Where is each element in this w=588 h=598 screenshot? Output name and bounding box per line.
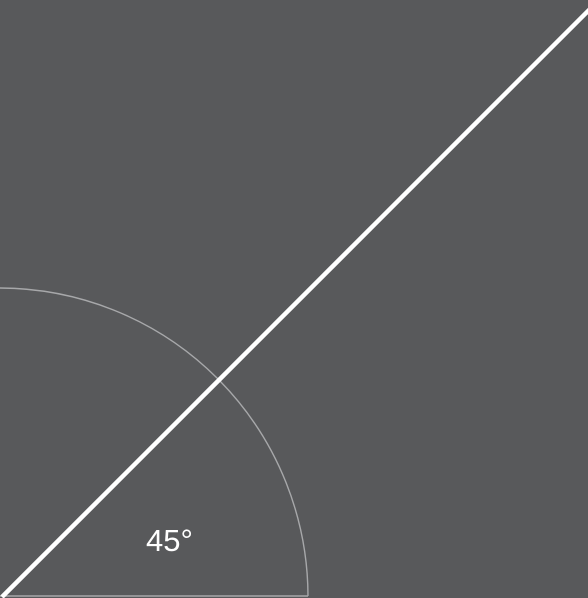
angle-label: 45° [146, 523, 193, 558]
angle-ray [0, 7, 588, 598]
angle-arc [0, 287, 309, 597]
